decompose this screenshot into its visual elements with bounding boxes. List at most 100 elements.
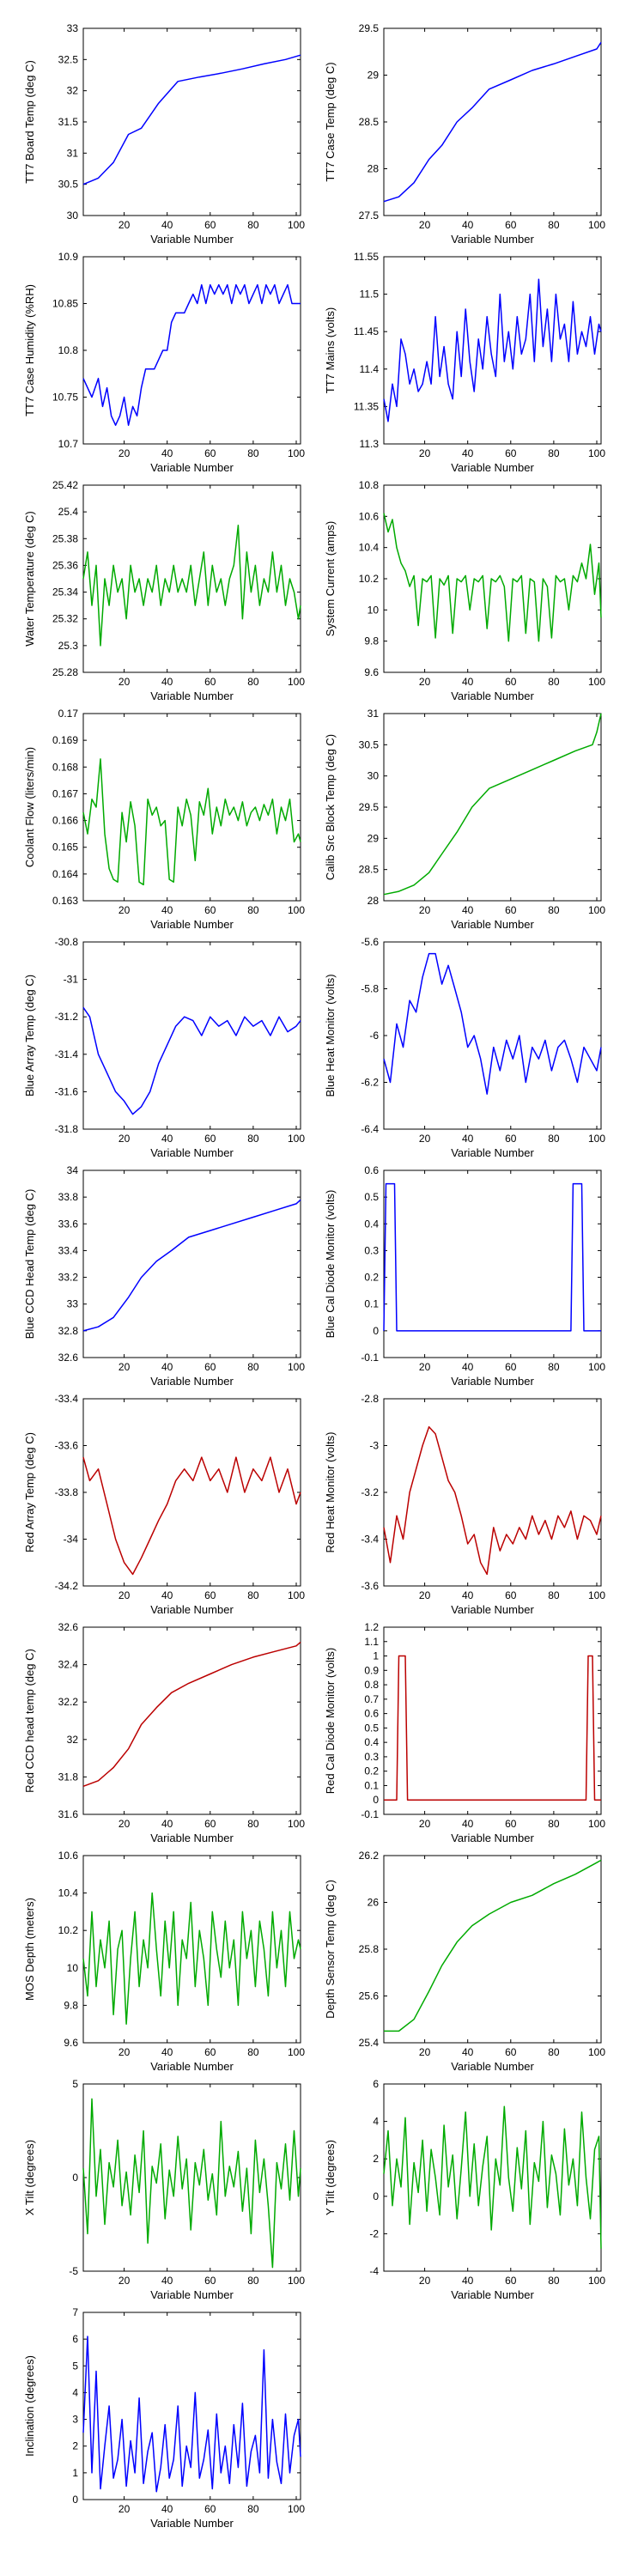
y-tick-label: 5 [72, 2360, 78, 2372]
x-tick-label: 60 [204, 1361, 216, 1373]
chart-15: 20 40 60 80 100 31.6 31.8 32 32.2 32.4 32.6 Variabl… [23, 1621, 305, 1844]
chart-19: 20 40 60 80 100 -5 0 5 Variable Number X Tilt (de… [23, 2078, 305, 2301]
y-axis-label: Blue CCD Head Temp (deg C) [23, 1189, 36, 1340]
y-tick-label: 33 [67, 1298, 79, 1310]
x-tick-label: 60 [505, 1818, 517, 1830]
plot-frame [82, 1170, 301, 1358]
plot-frame [383, 713, 602, 902]
x-tick-label: 100 [588, 904, 605, 916]
x-tick-label: 60 [505, 447, 517, 459]
y-tick-label: 32.2 [58, 1696, 79, 1708]
y-tick-label: 32.6 [58, 1352, 79, 1364]
y-tick-label: 7 [72, 2306, 78, 2318]
x-tick-label: 20 [419, 219, 431, 231]
plot-frame [82, 713, 301, 902]
y-tick-label: 0.9 [364, 1664, 379, 1676]
series-line [82, 54, 301, 185]
x-tick-label: 60 [505, 2275, 517, 2287]
x-tick-label: 20 [118, 1361, 131, 1373]
series-line [82, 1199, 301, 1332]
x-tick-label: 60 [505, 1133, 517, 1145]
x-tick-label: 40 [462, 904, 474, 916]
plot-frame [383, 1626, 602, 1815]
y-tick-label: 0.2 [364, 1272, 379, 1284]
y-tick-label: 33.4 [58, 1244, 79, 1256]
x-tick-label: 40 [462, 447, 474, 459]
x-tick-label: 80 [247, 219, 259, 231]
y-tick-label: 4 [373, 2116, 379, 2128]
x-tick-label: 100 [288, 2046, 305, 2058]
x-tick-label: 60 [204, 676, 216, 688]
y-tick-label: 26.2 [359, 1850, 380, 1862]
y-tick-label: 0.1 [364, 1298, 379, 1310]
y-tick-label: 9.8 [364, 635, 379, 647]
series-line [82, 283, 301, 426]
x-tick-label: 40 [462, 2275, 474, 2287]
x-tick-label: 80 [548, 1361, 560, 1373]
x-tick-label: 80 [247, 904, 259, 916]
x-tick-label: 20 [118, 2046, 131, 2058]
plot-frame [383, 27, 602, 216]
y-tick-label: 0.169 [52, 734, 78, 746]
y-tick-label: 33.6 [58, 1218, 79, 1230]
x-tick-label: 80 [247, 447, 259, 459]
y-tick-label: 11.35 [354, 400, 379, 412]
x-tick-label: 60 [505, 219, 517, 231]
y-tick-label: 11.45 [354, 325, 379, 337]
y-tick-label: 11.3 [360, 438, 380, 450]
x-tick-label: 40 [161, 447, 173, 459]
y-tick-label: 33.8 [58, 1191, 79, 1203]
x-tick-label: 80 [548, 2275, 560, 2287]
y-tick-label: 0.6 [364, 1708, 379, 1720]
y-tick-label: 10.2 [359, 573, 380, 585]
x-tick-label: 80 [247, 2503, 259, 2515]
plot-frame [82, 2312, 301, 2500]
x-tick-label: 40 [161, 1589, 173, 1601]
y-tick-label: 28.5 [359, 116, 380, 128]
y-tick-label: 28 [368, 895, 380, 907]
chart-10: 20 40 60 80 100 -6.4 -6.2 -6 -5.8 -5.6 Variable Nu… [324, 936, 605, 1159]
chart-16: 20 40 60 80 100 -0.1 0 0.1 0.2 0.3 0.4 0.5 0.6 0.7 0.8… [324, 1621, 605, 1844]
y-axis-label: Red Array Temp (deg C) [23, 1432, 36, 1552]
x-tick-label: 100 [588, 219, 605, 231]
y-tick-label: 25.36 [52, 559, 78, 571]
y-tick-label: -0.1 [361, 1808, 379, 1820]
y-tick-label: 1.2 [364, 1621, 379, 1633]
y-tick-label: 25.4 [58, 506, 79, 518]
y-tick-label: -3.2 [361, 1486, 379, 1498]
y-tick-label: 0 [373, 2190, 379, 2202]
series-line [384, 1655, 601, 1801]
y-tick-label: 30 [368, 770, 380, 782]
x-tick-label: 20 [419, 1589, 431, 1601]
y-tick-label: 0.8 [364, 1679, 379, 1691]
x-axis-label: Variable Number [451, 2288, 534, 2301]
x-axis-label: Variable Number [150, 1146, 234, 1159]
y-tick-label: -5 [69, 2265, 78, 2277]
y-tick-label: 31 [368, 708, 380, 720]
y-tick-label: 28 [368, 163, 380, 175]
x-tick-label: 100 [288, 2275, 305, 2287]
x-tick-label: 40 [161, 2275, 173, 2287]
y-axis-label: TT7 Case Humidity (%RH) [23, 284, 36, 416]
y-tick-label: 25.32 [52, 613, 78, 625]
y-tick-label: -6 [369, 1030, 379, 1042]
y-tick-label: 6 [72, 2333, 78, 2345]
x-tick-label: 60 [505, 2046, 517, 2058]
chart-02: 20 40 60 80 100 27.5 28 28.5 29 29.5 Variable Numb… [324, 22, 605, 246]
y-tick-label: 25.8 [359, 1943, 380, 1955]
y-tick-label: 32.6 [58, 1621, 79, 1633]
x-axis-label: Variable Number [150, 461, 234, 474]
x-axis-label: Variable Number [150, 1375, 234, 1388]
y-tick-label: 29 [368, 70, 380, 82]
plot-frame [383, 941, 602, 1130]
y-tick-label: 33 [67, 22, 79, 34]
series-line [383, 278, 602, 422]
y-tick-label: 0.7 [364, 1693, 379, 1705]
y-tick-label: 0.1 [364, 1779, 379, 1791]
y-tick-label: -33.8 [55, 1486, 79, 1498]
x-axis-label: Variable Number [451, 690, 534, 702]
x-tick-label: 20 [118, 1818, 131, 1830]
y-tick-label: 0.163 [52, 895, 78, 907]
y-tick-label: 2 [72, 2440, 78, 2452]
y-tick-label: 25.28 [52, 666, 78, 678]
